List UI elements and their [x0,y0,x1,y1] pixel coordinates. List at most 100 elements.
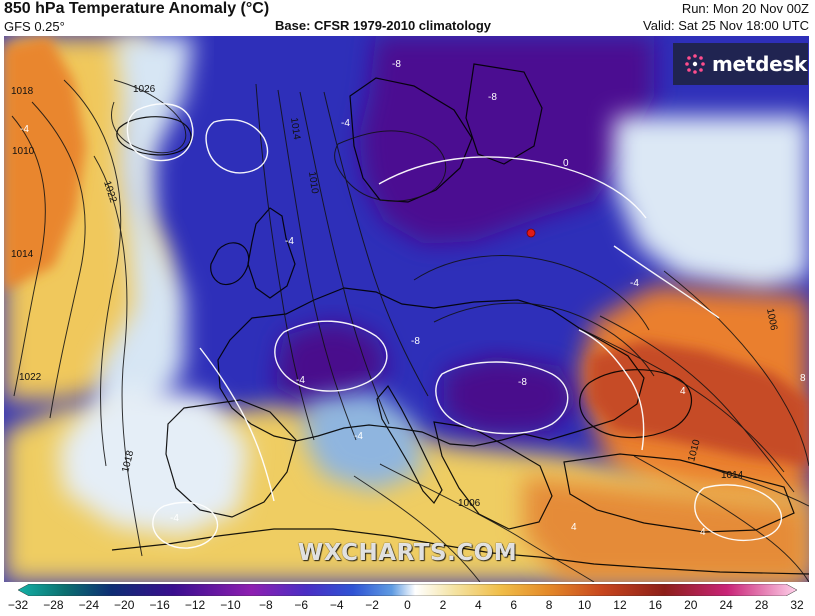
valid-time-label: Valid: Sat 25 Nov 18:00 UTC [643,18,809,33]
isobar-label: 1014 [721,470,744,481]
anomaly-map[interactable]: 1018 1010 1014 1026 1022 1014 1010 1022 … [4,36,809,582]
colorbar-tick-label: 24 [719,598,733,612]
location-marker-icon[interactable] [526,228,536,238]
coastlines [111,63,809,575]
colorbar-tick-label: 32 [790,598,804,612]
southwest-purple-field [274,321,389,402]
anomaly-label: -8 [392,59,401,70]
white-anomaly-contour [378,156,647,219]
isobar-line [323,91,429,397]
south-cool-white-field [59,386,249,536]
north-africa-coast [111,528,809,575]
isobar-line [277,89,357,441]
isobar-label: 1006 [458,498,481,509]
anomaly-label: 8 [800,373,806,384]
colorbar-tick-label: −4 [329,598,344,612]
finland-coast [465,63,543,165]
isobar-label: 1010 [306,171,320,195]
iberia-coast [165,399,297,518]
anomaly-label: -8 [518,377,527,388]
isobar-line [578,327,785,473]
temperature-anomaly-colorbar [18,584,797,596]
anomaly-label: -8 [411,336,420,347]
wxcharts-watermark: WXCHARTS.COM [297,540,518,566]
colorbar-tick-label: −6 [294,598,309,612]
anomaly-label: -4 [20,124,29,135]
colorbar-tick-label: 4 [474,598,482,612]
anomaly-label: 4 [680,386,686,397]
colorbar-tick-label: −32 [7,598,29,612]
model-label: GFS 0.25° [4,19,65,34]
run-time-label: Run: Mon 20 Nov 00Z [681,1,809,16]
isobar-line [599,315,795,493]
isobar-line [353,475,481,582]
isobar-label: 1018 [120,449,136,474]
isobar-label: 1026 [133,84,156,95]
eastern-cold-light-field [614,116,809,291]
colorbar-ticks: −32 −28 −24 −20 −16 −12 −10 −8 −6 −4 −2 0 2 4 6 8 10 12 16… [8,598,804,614]
colorbar-tick-label: −12 [184,598,206,612]
isobar-line [111,79,187,154]
anomaly-label: -8 [488,92,497,103]
white-anomaly-contour [205,119,269,174]
temperature-fields [4,36,809,582]
anomaly-label: -4 [285,236,294,247]
colorbar-tick-label: 10 [577,598,592,612]
isobar-label: 1014 [11,249,34,260]
orange-atlantic-core [4,36,86,291]
isobar-label: 1006 [764,307,779,331]
metdesk-brand-box: metdesk [673,43,808,85]
colorbar-tick-label: −24 [78,598,99,612]
white-anomaly-contour [274,320,388,392]
anomaly-label: 0 [563,158,569,169]
white-anomaly-contour [435,361,569,435]
anomaly-label-group: -8 -8 -4 -4 -4 0 -4 -4 -8 -4 -8 4 -4 4 4… [20,59,806,538]
isobar-line [703,465,809,507]
colorbar-tick-label: 2 [439,598,447,612]
britain-coast [247,207,296,299]
colorbar-tick-label: 0 [404,598,411,612]
isobar-line [633,455,809,582]
colorbar-tick-label: 20 [684,598,698,612]
white-anomaly-contour [152,501,219,549]
anomaly-label: -4 [296,375,305,386]
western-europe-coast [217,287,645,447]
anomaly-label: -4 [630,278,639,289]
anomaly-map-svg: 1018 1010 1014 1026 1022 1014 1010 1022 … [4,36,809,582]
white-anomaly-contour [613,245,720,319]
isobar-line [93,155,143,557]
isobar-line [255,83,315,441]
colorbar-tick-label: 12 [613,598,627,612]
isobar-line [11,115,46,397]
colorbar-tick-label: −2 [365,598,379,612]
south-east-orange-field [524,476,809,582]
isobar-line [31,101,86,419]
isobar-line [379,463,595,582]
isobar-label: 1022 [19,372,42,383]
white-anomaly-contour [199,347,275,502]
anomaly-label: -4 [341,118,350,129]
isobar-line [413,255,650,331]
isobar-line [334,130,447,202]
colorbar-tick-label: 28 [754,598,769,612]
isobar-label: 1010 [12,146,35,157]
anomaly-label: -4 [354,431,363,442]
climatology-base-label: Base: CFSR 1979-2010 climatology [275,18,492,33]
mediterranean-light-blue-field [304,391,424,491]
colorbar-tick-label: −8 [259,598,273,612]
anomaly-contours [126,103,783,549]
white-anomaly-contour [126,103,194,162]
isobar-line [299,91,390,425]
anomaly-label: 4 [700,527,706,538]
colorbar-tick-label: −10 [220,598,241,612]
ireland-coast [210,242,250,286]
isobar-label-group: 1018 1010 1014 1026 1022 1014 1010 1022 … [11,84,779,509]
isobar-line [63,79,122,467]
metdesk-logo-text: metdesk [712,52,807,76]
metdesk-logo-icon [685,54,705,74]
colorbar-tick-label: −20 [114,598,135,612]
white-anomaly-contour [578,329,645,451]
balkans-coast [433,421,553,530]
turkey-coast [563,453,795,533]
anomaly-label: 4 [571,522,577,533]
